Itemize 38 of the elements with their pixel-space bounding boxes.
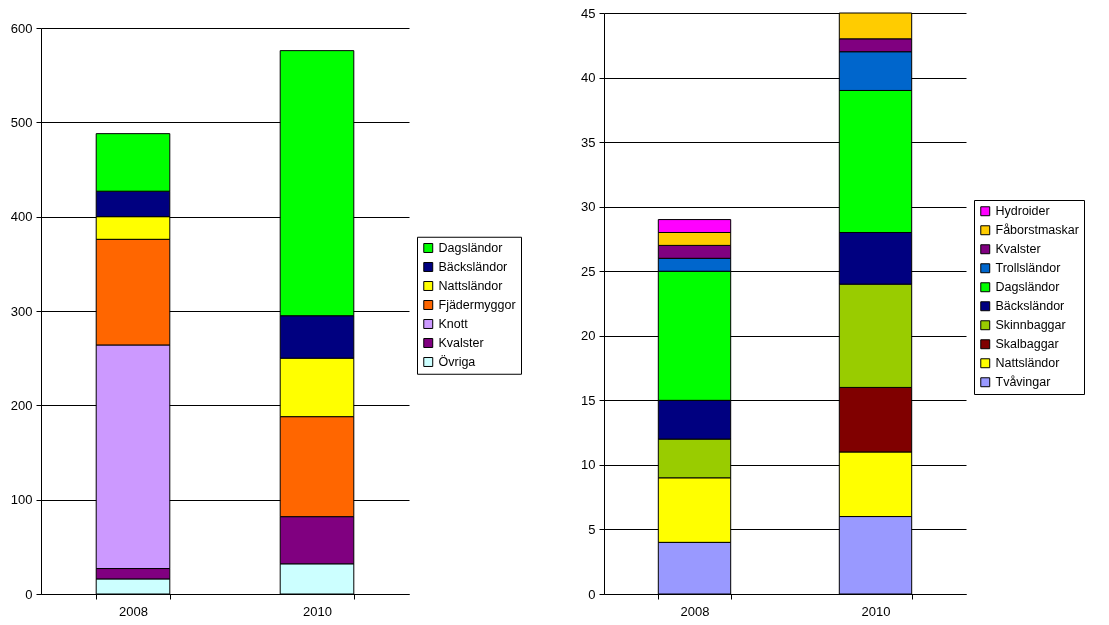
y-tick-label: 0 [588, 586, 596, 602]
x-tick-label: 2008 [119, 603, 148, 619]
legend-label: Dagsländor [438, 241, 503, 255]
legend-label: Fjädermyggor [438, 298, 516, 312]
y-tick-label: 15 [581, 392, 596, 408]
y-tick-label: 25 [581, 263, 596, 279]
legend-label: Nattsländor [438, 279, 503, 293]
legend-label: Bäcksländor [438, 260, 508, 274]
y-tick-label: 500 [10, 114, 33, 130]
y-tick-label: 20 [581, 328, 596, 344]
x-tick-label: 2010 [303, 603, 332, 619]
legend-label: Tvåvingar [995, 375, 1051, 390]
legend-label: Dagsländor [995, 280, 1060, 295]
y-tick-label: 45 [581, 5, 596, 21]
legend-label: Kvalster [995, 242, 1041, 257]
y-tick-label: 300 [10, 303, 33, 319]
legend-label: Fåborstmaskar [995, 223, 1079, 238]
y-tick-label: 35 [581, 134, 596, 150]
y-tick-label: 40 [581, 70, 596, 86]
y-tick-label: 200 [10, 397, 33, 413]
legend-label: Skinnbaggar [995, 318, 1066, 333]
legend-label: Trollsländor [995, 261, 1061, 276]
y-tick-label: 100 [10, 492, 33, 508]
y-tick-label: 10 [581, 457, 596, 473]
legend-label: Bäcksländor [995, 299, 1065, 314]
legend-label: Nattsländor [995, 356, 1060, 371]
y-tick-label: 0 [25, 586, 33, 602]
y-tick-label: 5 [588, 521, 596, 537]
legend-label: Skalbaggar [995, 337, 1059, 352]
x-tick-label: 2008 [680, 603, 710, 619]
legend-label: Knott [438, 317, 469, 331]
y-tick-label: 600 [10, 20, 33, 36]
y-tick-label: 400 [10, 209, 33, 225]
y-tick-label: 30 [581, 199, 596, 215]
x-tick-label: 2010 [861, 603, 891, 619]
legend-label: Hydroider [995, 204, 1050, 219]
legend-label: Övriga [438, 355, 476, 369]
legend-label: Kvalster [438, 336, 484, 350]
